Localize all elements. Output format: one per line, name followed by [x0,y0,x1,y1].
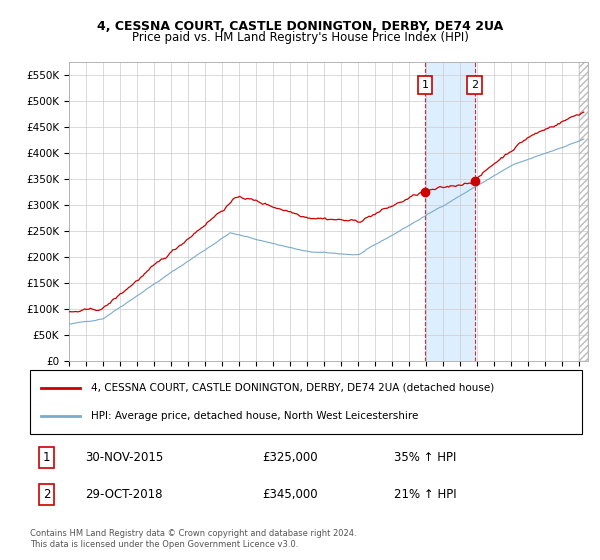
Text: £345,000: £345,000 [262,488,317,501]
Text: HPI: Average price, detached house, North West Leicestershire: HPI: Average price, detached house, Nort… [91,411,418,421]
Text: 35% ↑ HPI: 35% ↑ HPI [394,451,457,464]
Text: Price paid vs. HM Land Registry's House Price Index (HPI): Price paid vs. HM Land Registry's House … [131,31,469,44]
Text: 29-OCT-2018: 29-OCT-2018 [85,488,163,501]
Text: Contains HM Land Registry data © Crown copyright and database right 2024.
This d: Contains HM Land Registry data © Crown c… [30,529,356,549]
Text: 2: 2 [43,488,50,501]
Text: 30-NOV-2015: 30-NOV-2015 [85,451,163,464]
Bar [425,62,475,361]
Text: 21% ↑ HPI: 21% ↑ HPI [394,488,457,501]
Text: 2: 2 [471,80,478,90]
Text: 1: 1 [421,80,428,90]
Text: £325,000: £325,000 [262,451,317,464]
Text: 1: 1 [43,451,50,464]
FancyBboxPatch shape [30,370,582,434]
Text: 4, CESSNA COURT, CASTLE DONINGTON, DERBY, DE74 2UA: 4, CESSNA COURT, CASTLE DONINGTON, DERBY… [97,20,503,32]
Text: 4, CESSNA COURT, CASTLE DONINGTON, DERBY, DE74 2UA (detached house): 4, CESSNA COURT, CASTLE DONINGTON, DERBY… [91,382,494,393]
